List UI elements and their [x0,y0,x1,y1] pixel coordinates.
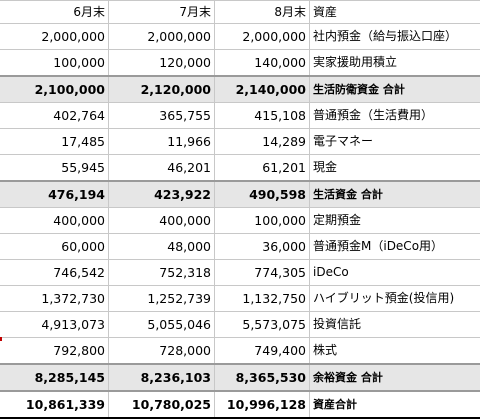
header-cell-july[interactable]: 7月末 [108,0,215,24]
table-row: 746,542 752,318 774,305 iDeCo [0,259,480,286]
table-row: 100,000 120,000 140,000 実家援助用積立 [0,49,480,77]
cell-june[interactable]: 2,100,000 [0,75,109,103]
cell-july[interactable]: 10,780,025 [108,390,215,419]
cell-august[interactable]: 10,996,128 [214,390,310,419]
header-row: 6月末 7月末 8月末 資産 [0,0,480,24]
cell-july[interactable]: 46,201 [108,154,215,182]
cell-label[interactable]: 資産合計 [309,390,480,419]
table-row: 2,000,000 2,000,000 2,000,000 社内預金（給与振込口座） [0,23,480,50]
cell-july[interactable]: 400,000 [108,207,215,234]
cell-august[interactable]: 36,000 [214,233,310,260]
cell-july[interactable]: 728,000 [108,337,215,365]
cell-june[interactable]: 60,000 [0,233,109,260]
table-row: 1,372,730 1,252,739 1,132,750 ハイブリット預金(投信用) [0,285,480,312]
cell-july[interactable]: 365,755 [108,102,215,129]
cell-june[interactable]: 4,913,073 [0,311,109,338]
cell-july[interactable]: 8,236,103 [108,363,215,392]
cell-label[interactable]: 株式 [309,337,480,365]
cell-label[interactable]: 社内預金（給与振込口座） [309,23,480,50]
header-cell-assets[interactable]: 資産 [309,0,480,24]
cell-august[interactable]: 1,132,750 [214,285,310,312]
cell-july[interactable]: 1,252,739 [108,285,215,312]
table-row: 60,000 48,000 36,000 普通預金M（iDeCo用） [0,233,480,260]
cell-july[interactable]: 48,000 [108,233,215,260]
table-row: 17,485 11,966 14,289 電子マネー [0,128,480,155]
cell-august[interactable]: 2,140,000 [214,75,310,103]
cell-label[interactable]: 現金 [309,154,480,182]
table-row: 55,945 46,201 61,201 現金 [0,154,480,182]
cell-july[interactable]: 752,318 [108,259,215,286]
cell-label[interactable]: 普通預金（生活費用） [309,102,480,129]
cell-july[interactable]: 120,000 [108,49,215,77]
cell-june[interactable]: 792,800 [0,337,109,365]
cell-label[interactable]: ハイブリット預金(投信用) [309,285,480,312]
cell-june[interactable]: 10,861,339 [0,390,109,419]
cell-june[interactable]: 8,285,145 [0,363,109,392]
subtotal-row: 476,194 423,922 490,598 生活資金 合計 [0,180,480,208]
cell-june[interactable]: 2,000,000 [0,23,109,50]
subtotal-row: 8,285,145 8,236,103 8,365,530 余裕資金 合計 [0,363,480,392]
cell-august[interactable]: 749,400 [214,337,310,365]
cell-august[interactable]: 5,573,075 [214,311,310,338]
cell-june[interactable]: 55,945 [0,154,109,182]
cell-july[interactable]: 423,922 [108,180,215,208]
cell-label[interactable]: 生活資金 合計 [309,180,480,208]
cell-label[interactable]: 電子マネー [309,128,480,155]
cell-label[interactable]: 実家援助用積立 [309,49,480,77]
cell-august[interactable]: 415,108 [214,102,310,129]
total-row: 10,861,339 10,780,025 10,996,128 資産合計 [0,390,480,419]
cell-label[interactable]: 生活防衛資金 合計 [309,75,480,103]
cell-july[interactable]: 11,966 [108,128,215,155]
cell-july[interactable]: 2,120,000 [108,75,215,103]
cell-august[interactable]: 2,000,000 [214,23,310,50]
cell-june[interactable]: 17,485 [0,128,109,155]
cell-label[interactable]: iDeCo [309,259,480,286]
cell-august[interactable]: 774,305 [214,259,310,286]
cell-comment-marker [0,337,2,341]
table-row: 4,913,073 5,055,046 5,573,075 投資信託 [0,311,480,338]
cell-july[interactable]: 5,055,046 [108,311,215,338]
table-row: 402,764 365,755 415,108 普通預金（生活費用） [0,102,480,129]
cell-july[interactable]: 2,000,000 [108,23,215,50]
table-row: 792,800 728,000 749,400 株式 [0,337,480,365]
header-cell-june[interactable]: 6月末 [0,0,109,24]
cell-label[interactable]: 定期預金 [309,207,480,234]
cell-label[interactable]: 余裕資金 合計 [309,363,480,392]
cell-august[interactable]: 100,000 [214,207,310,234]
header-cell-august[interactable]: 8月末 [214,0,310,24]
cell-label[interactable]: 普通預金M（iDeCo用） [309,233,480,260]
subtotal-row: 2,100,000 2,120,000 2,140,000 生活防衛資金 合計 [0,75,480,103]
cell-label[interactable]: 投資信託 [309,311,480,338]
cell-august[interactable]: 61,201 [214,154,310,182]
cell-june[interactable]: 100,000 [0,49,109,77]
cell-august[interactable]: 140,000 [214,49,310,77]
cell-june[interactable]: 1,372,730 [0,285,109,312]
cell-june[interactable]: 402,764 [0,102,109,129]
cell-june[interactable]: 476,194 [0,180,109,208]
table-row: 400,000 400,000 100,000 定期預金 [0,207,480,234]
cell-august[interactable]: 8,365,530 [214,363,310,392]
cell-june[interactable]: 746,542 [0,259,109,286]
cell-june[interactable]: 400,000 [0,207,109,234]
cell-august[interactable]: 490,598 [214,180,310,208]
cell-august[interactable]: 14,289 [214,128,310,155]
